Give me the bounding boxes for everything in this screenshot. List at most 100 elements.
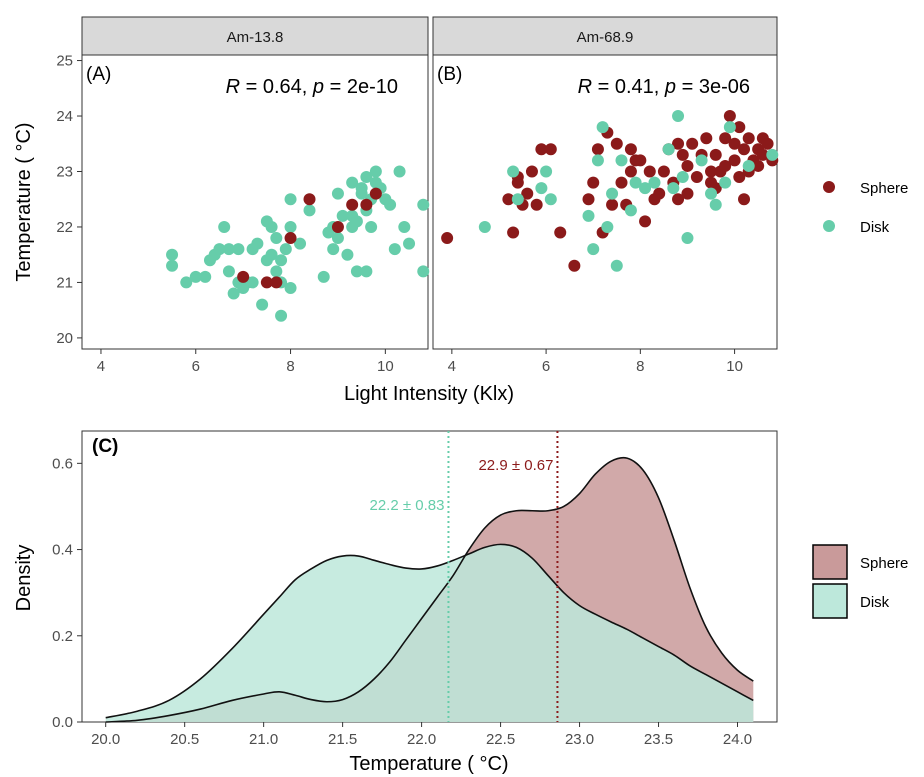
x-tick-label: 8 (286, 358, 294, 375)
y-tick-label: 22 (56, 219, 73, 236)
data-point-disk (336, 209, 349, 222)
data-point-disk (222, 265, 235, 278)
panel-b: Am-68.9 (B) R = 0.41, p = 3e-06 4 6 8 10 (432, 16, 779, 375)
data-point-sphere (676, 148, 689, 161)
data-point-disk (507, 165, 520, 178)
top-legend: Sphere Disk (823, 180, 908, 236)
x-tick-label: 6 (542, 358, 550, 375)
data-point-disk (303, 204, 316, 217)
data-point-sphere (530, 198, 543, 211)
y-tick-label: 0.6 (52, 455, 73, 472)
data-point-sphere (544, 143, 557, 156)
data-point-disk (346, 176, 359, 189)
data-point-sphere (728, 154, 741, 167)
data-point-sphere (535, 143, 548, 156)
data-point-sphere (700, 132, 713, 145)
data-point-sphere (441, 232, 454, 245)
data-point-disk (199, 270, 212, 283)
data-point-disk (232, 243, 245, 256)
data-point-disk (317, 270, 330, 283)
data-point-sphere (709, 148, 722, 161)
x-tick-label: 6 (192, 358, 200, 375)
panel-a-stat: R = 0.64, p = 2e-10 (226, 76, 398, 98)
data-point-disk (331, 232, 344, 245)
data-point-disk (222, 243, 235, 256)
legend-sphere-fill-label: Sphere (860, 555, 908, 572)
data-point-disk (676, 171, 689, 184)
data-point-disk (365, 220, 378, 233)
top-y-axis-title: Temperature ( °C) (13, 122, 35, 281)
data-point-sphere (615, 176, 628, 189)
y-tick-label: 0.4 (52, 542, 73, 559)
data-point-sphere (742, 132, 755, 145)
data-point-disk (218, 220, 231, 233)
data-point-disk (284, 193, 297, 206)
data-point-sphere (634, 154, 647, 167)
mean-label-sphere: 22.9 ± 0.67 (478, 457, 553, 474)
data-point-disk (667, 182, 680, 195)
data-point-disk (591, 154, 604, 167)
data-point-disk (544, 193, 557, 206)
data-point-sphere (270, 276, 283, 289)
panel-b-stat: R = 0.41, p = 3e-06 (578, 76, 750, 98)
data-point-disk (360, 171, 373, 184)
data-point-sphere (686, 137, 699, 150)
data-point-sphere (260, 276, 273, 289)
x-tick-label: 4 (448, 358, 456, 375)
data-point-sphere (554, 226, 567, 239)
data-point-disk (275, 309, 288, 322)
data-point-disk (511, 193, 524, 206)
data-point-sphere (705, 165, 718, 178)
y-tick-label: 0.2 (52, 628, 73, 645)
x-tick-label: 20.5 (170, 731, 199, 748)
x-tick-label: 10 (377, 358, 394, 375)
x-tick-label: 21.0 (249, 731, 278, 748)
bottom-legend: Sphere Disk (812, 544, 908, 619)
data-point-disk (582, 209, 595, 222)
data-point-disk (355, 182, 368, 195)
legend-disk-label: Disk (860, 219, 890, 236)
data-point-disk (719, 176, 732, 189)
panel-b-x-ticks: 4 6 8 10 (448, 349, 743, 375)
data-point-disk (709, 198, 722, 211)
data-point-disk (398, 220, 411, 233)
data-point-disk (596, 121, 609, 134)
data-point-sphere (733, 171, 746, 184)
data-point-disk (350, 265, 363, 278)
x-tick-label: 10 (726, 358, 743, 375)
data-point-sphere (624, 165, 637, 178)
data-point-disk (393, 165, 406, 178)
x-tick-label: 22.0 (407, 731, 436, 748)
x-tick-label: 23.5 (644, 731, 673, 748)
data-point-disk (294, 237, 307, 250)
data-point-sphere (568, 259, 581, 272)
data-point-sphere (346, 198, 359, 211)
data-point-disk (331, 187, 344, 200)
y-tick-label: 20 (56, 330, 73, 347)
data-point-disk (417, 265, 430, 278)
data-point-sphere (606, 198, 619, 211)
data-point-sphere (360, 198, 373, 211)
data-point-disk (681, 232, 694, 245)
x-tick-label: 8 (636, 358, 644, 375)
panel-c-mean-lines: 22.9 ± 0.67 22.2 ± 0.83 (369, 431, 559, 722)
density-curve-disk (105, 543, 754, 719)
data-point-sphere (369, 187, 382, 200)
strip-b-label: Am-68.9 (577, 29, 634, 46)
data-point-disk (275, 254, 288, 267)
data-point-sphere (719, 132, 732, 145)
data-point-disk (327, 243, 340, 256)
data-point-sphere (681, 187, 694, 200)
data-point-disk (723, 121, 736, 134)
data-point-disk (540, 165, 553, 178)
data-point-sphere (643, 165, 656, 178)
panel-b-frame (432, 54, 778, 350)
legend-sphere-label: Sphere (860, 180, 908, 197)
legend-disk-fill-label: Disk (860, 594, 890, 611)
panel-a-x-ticks: 4 6 8 10 (97, 349, 394, 375)
data-point-disk (265, 220, 278, 233)
data-point-disk (341, 248, 354, 261)
data-point-disk (766, 148, 779, 161)
density-curve-sphere (105, 456, 754, 723)
